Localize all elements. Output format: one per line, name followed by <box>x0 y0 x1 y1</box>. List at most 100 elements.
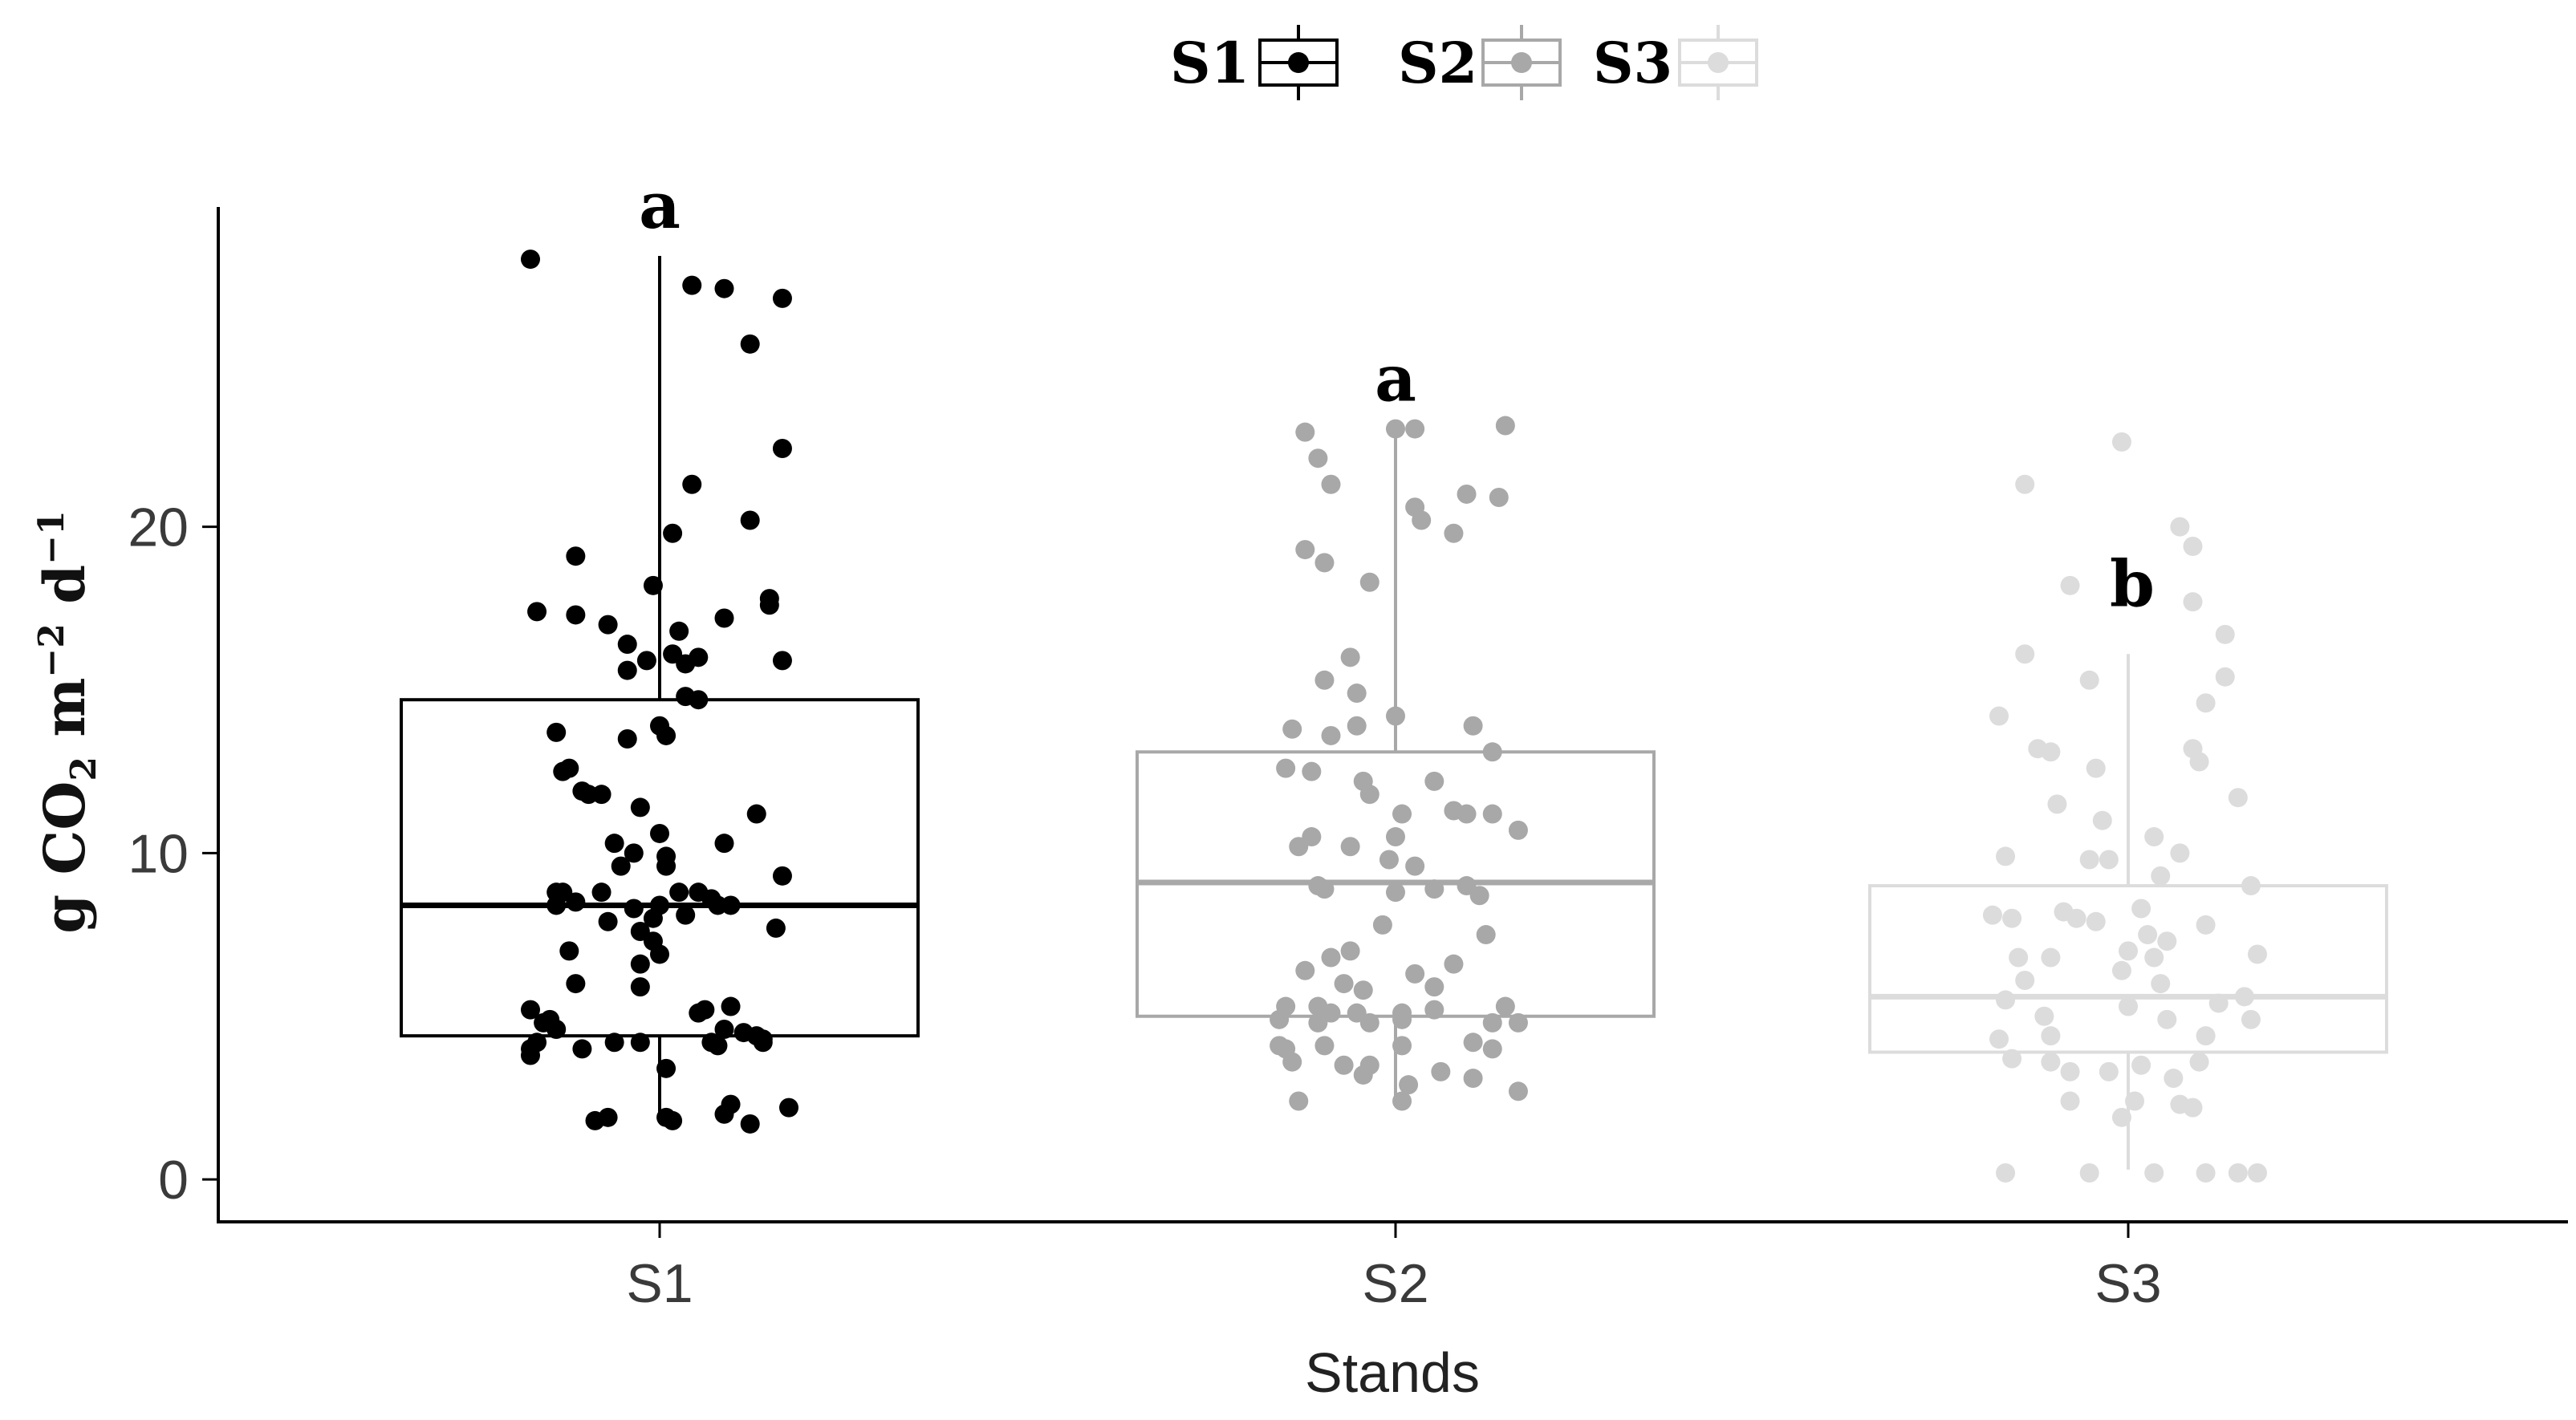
data-point <box>1482 742 1502 762</box>
legend-point <box>1708 52 1729 73</box>
data-point <box>521 1045 540 1065</box>
data-point <box>566 546 586 566</box>
data-point <box>656 1058 677 1078</box>
data-point <box>591 785 611 805</box>
data-point <box>2002 908 2022 928</box>
data-point <box>1321 474 1341 494</box>
data-point <box>1508 820 1528 840</box>
data-point <box>682 474 702 494</box>
plot-area: a a b <box>400 168 2388 1183</box>
data-point <box>2131 899 2151 919</box>
data-point <box>753 1033 773 1053</box>
data-point <box>650 944 669 964</box>
data-point <box>611 856 631 876</box>
data-point <box>663 1110 683 1130</box>
data-point <box>2041 742 2061 762</box>
data-point <box>1463 1033 1483 1053</box>
data-point <box>759 595 779 615</box>
data-point <box>1302 761 1322 781</box>
data-point <box>1996 990 2016 1010</box>
data-point <box>1424 977 1444 997</box>
data-point <box>714 1104 734 1124</box>
data-point <box>663 523 683 543</box>
data-point <box>2144 827 2164 847</box>
series-s2: a <box>1136 341 1656 1111</box>
data-point <box>2079 1162 2099 1183</box>
data-point <box>1386 706 1405 726</box>
data-point <box>617 635 637 655</box>
data-point <box>1424 1000 1444 1020</box>
data-point <box>2157 931 2177 951</box>
data-point <box>2241 1009 2261 1029</box>
data-point <box>1282 719 1302 739</box>
data-point <box>1989 706 2009 726</box>
data-point <box>604 834 624 854</box>
data-point <box>643 575 663 595</box>
data-point <box>1392 804 1412 824</box>
legend-point <box>1511 52 1532 73</box>
data-point <box>1482 804 1502 824</box>
data-point <box>1372 915 1392 935</box>
data-point <box>714 1020 734 1040</box>
data-point <box>714 608 734 628</box>
data-point <box>1508 1012 1528 1033</box>
data-point <box>2041 1026 2061 1046</box>
series-s3: b <box>1868 432 2388 1183</box>
y-axis-ticks: 0 10 20 <box>128 497 218 1211</box>
data-point <box>1276 758 1296 778</box>
data-point <box>2111 960 2131 980</box>
x-axis-title: Stands <box>1305 1341 1480 1404</box>
data-point <box>1444 954 1464 974</box>
data-point <box>2241 876 2261 896</box>
data-point <box>2183 1097 2203 1118</box>
data-point <box>772 651 792 671</box>
data-point <box>1482 1012 1502 1033</box>
data-point <box>2183 537 2203 557</box>
data-point <box>2041 1052 2061 1072</box>
data-point <box>1340 647 1360 667</box>
data-point <box>591 882 611 903</box>
data-point <box>1457 804 1477 824</box>
data-point <box>1379 850 1399 870</box>
data-point <box>2060 1061 2080 1081</box>
data-point <box>630 1033 650 1053</box>
data-point <box>2092 810 2112 830</box>
x-axis-ticks: S1 S2 S3 <box>626 1222 2162 1314</box>
data-point <box>643 908 663 928</box>
data-point <box>1392 1009 1412 1029</box>
data-point <box>2170 843 2190 863</box>
data-point <box>669 882 689 903</box>
data-point <box>1295 960 1315 980</box>
data-point <box>1399 1075 1419 1095</box>
data-point <box>656 856 677 876</box>
data-point <box>1314 879 1335 899</box>
data-point <box>772 288 792 308</box>
data-point <box>1359 1012 1379 1033</box>
data-point <box>1347 716 1367 736</box>
data-point <box>2009 947 2029 968</box>
data-point <box>2248 944 2267 964</box>
data-point <box>2138 925 2158 945</box>
data-point <box>2215 624 2235 644</box>
data-point <box>2060 575 2080 595</box>
data-point <box>1405 856 1425 876</box>
data-point <box>1314 670 1335 690</box>
data-point <box>1270 1009 1290 1029</box>
data-point <box>1308 448 1328 469</box>
data-point <box>566 974 586 994</box>
data-point <box>1392 1036 1412 1056</box>
data-point <box>1469 886 1489 906</box>
data-point <box>1334 1055 1354 1075</box>
data-point <box>689 690 709 710</box>
data-point <box>1482 1039 1502 1059</box>
data-point <box>604 1033 624 1053</box>
data-point <box>1508 1081 1528 1102</box>
data-point <box>585 1110 605 1130</box>
data-point <box>2111 1107 2131 1127</box>
data-point <box>546 722 567 742</box>
data-point <box>1457 484 1477 504</box>
data-point <box>1996 846 2016 866</box>
data-point <box>1353 1065 1373 1085</box>
y-tick-label-10: 10 <box>128 823 189 884</box>
